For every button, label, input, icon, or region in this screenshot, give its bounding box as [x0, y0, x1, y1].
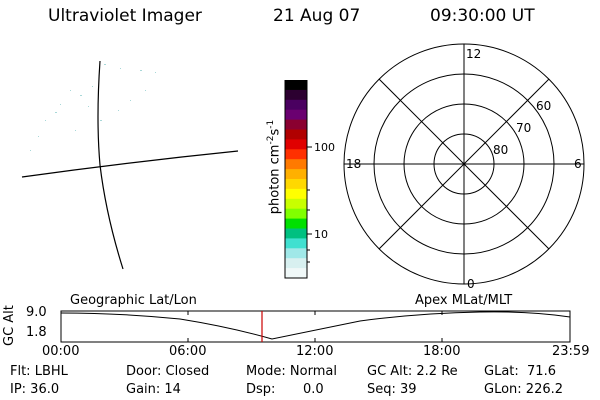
colorbar-segment	[285, 188, 307, 200]
time-tick-0600: 06:00	[169, 344, 207, 359]
colorbar-segment	[285, 228, 307, 239]
altitude-timeline	[60, 310, 571, 343]
dsp-value: 0.0	[303, 382, 324, 397]
filter-status: Flt: LBHL	[10, 364, 68, 379]
colorbar-segment	[285, 208, 307, 220]
colorbar-segment	[285, 198, 307, 210]
alt-min-label: 1.8	[26, 325, 47, 340]
dsp-label: Dsp:	[246, 382, 276, 397]
gc-alt-status: GC Alt: 2.2 Re	[367, 364, 458, 379]
sequence-status: Seq: 39	[367, 382, 417, 397]
colorbar-segment	[285, 139, 307, 150]
colorbar-segment	[285, 89, 307, 101]
mlt-12-label: 12	[466, 47, 481, 61]
geographic-label: Geographic Lat/Lon	[70, 293, 197, 308]
time-tick-0000: 00:00	[42, 344, 80, 359]
mlt-0-label: 0	[467, 277, 475, 291]
colorbar-segment	[285, 109, 307, 121]
colorbar-segment	[285, 159, 307, 170]
lat-80-label: 80	[493, 143, 508, 157]
colorbar-segment	[285, 268, 307, 279]
time-tick-1800: 18:00	[423, 344, 461, 359]
time-label: 09:30:00 UT	[430, 6, 535, 26]
glon-status: GLon: 226.2	[484, 382, 564, 397]
color-scale-bar: 100 10	[284, 80, 335, 279]
polar-mlt-plot: 12 18 6 0 60 70 80	[343, 43, 585, 291]
apex-label: Apex MLat/MLT	[415, 293, 513, 308]
geographic-map	[21, 60, 239, 270]
colorbar-segment	[285, 119, 307, 130]
gc-alt-axis-label: GC Alt	[2, 305, 17, 346]
mlt-18-label: 18	[346, 157, 361, 171]
colorbar-segment	[285, 99, 307, 111]
mode-status: Mode: Normal	[246, 364, 337, 379]
colorbar-segment	[285, 248, 307, 259]
colorbar-segment	[285, 129, 307, 140]
longitude-line	[97, 60, 124, 270]
alt-max-label: 9.0	[26, 305, 47, 320]
colorbar-segment	[285, 258, 307, 269]
time-tick-2359: 23:59	[552, 344, 590, 359]
colorbar-segment	[285, 179, 307, 190]
latitude-line	[21, 150, 239, 178]
mlt-6-label: 6	[574, 157, 582, 171]
dim-emission-dots	[30, 64, 156, 151]
colorbar-segment	[285, 80, 307, 91]
time-tick-1200: 12:00	[296, 344, 334, 359]
lat-60-label: 60	[536, 99, 551, 113]
colorbar-tick-10: 10	[314, 228, 328, 241]
colorbar-segment	[285, 169, 307, 180]
ip-status: IP: 36.0	[10, 382, 60, 397]
lat-70-label: 70	[516, 121, 531, 135]
colorbar-unit-label: photon cm-2s-1	[266, 119, 283, 215]
colorbar-segment	[285, 238, 307, 249]
altitude-curve	[60, 311, 571, 340]
door-status: Door: Closed	[126, 364, 210, 379]
date-label: 21 Aug 07	[273, 6, 361, 26]
gain-status: Gain: 14	[126, 382, 181, 397]
colorbar-segment	[285, 218, 307, 229]
instrument-title: Ultraviolet Imager	[48, 6, 202, 26]
colorbar-segment	[285, 149, 307, 160]
colorbar-tick-100: 100	[314, 141, 335, 154]
glat-status: GLat: 71.6	[484, 364, 556, 379]
